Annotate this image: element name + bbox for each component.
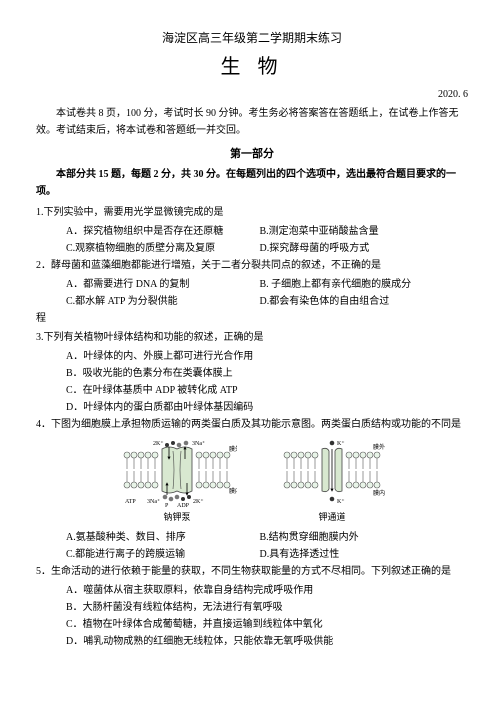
q4-figures: 2K⁺ 3Na⁺ 3Na⁺ 2K⁺ ATP ADP P 膜外 膜内 钠钾泵 <box>36 437 468 525</box>
lbl-atp: ATP <box>125 499 136 505</box>
lbl-out2: 膜外 <box>373 443 385 451</box>
lbl-k-bot: K⁺ <box>337 498 345 505</box>
lbl-2k-bot: 2K⁺ <box>193 498 204 505</box>
q3-B: B．吸收光能的色素分布在类囊体膜上 <box>51 365 468 382</box>
lbl-out1: 膜外 <box>229 445 237 453</box>
fig-pump-caption: 钠钾泵 <box>163 510 190 525</box>
q3-A: A．叶绿体的内、外膜上都可进行光合作用 <box>51 348 468 365</box>
exam-subtitle: 海淀区高三年级第二学期期末练习 <box>36 28 468 48</box>
q4-options: A.氨基酸种类、数目、排序 B.结构贯穿细胞膜内外 C.都能进行离子的跨膜运输 … <box>36 529 468 563</box>
q3-stem: 3.下列有关植物叶绿体结构和功能的叙述，正确的是 <box>36 329 468 346</box>
lbl-in1: 膜内 <box>229 487 237 495</box>
q1-B: B.测定泡菜中亚硝酸盐含量 <box>260 223 469 240</box>
fig-channel-caption: 钾通道 <box>318 510 345 525</box>
section-heading: 第一部分 <box>36 145 468 164</box>
lbl-3na-bot: 3Na⁺ <box>147 498 160 505</box>
fig-pump: 2K⁺ 3Na⁺ 3Na⁺ 2K⁺ ATP ADP P 膜外 膜内 钠钾泵 <box>117 437 237 525</box>
lbl-3na-top: 3Na⁺ <box>192 440 205 447</box>
lbl-adp: ADP <box>177 503 190 509</box>
q5-A: A．噬菌体从宿主获取原料，依靠自身结构完成呼吸作用 <box>51 582 468 599</box>
q1-options: A．探究植物组织中是否存在还原糖 B.测定泡菜中亚硝酸盐含量 C.观察植物细胞的… <box>36 223 468 257</box>
lbl-2k-top: 2K⁺ <box>153 440 164 447</box>
lbl-k-top: K⁺ <box>337 440 345 447</box>
q2-A: A．都需要进行 DNA 的复制 <box>51 276 260 293</box>
q2-C: C.都水解 ATP 为分裂供能 <box>51 293 260 310</box>
section-desc: 本部分共 15 题，每题 2 分，共 30 分。在每题列出的四个选项中，选出最符… <box>36 166 468 200</box>
q3-D: D．叶绿体内的蛋白质都由叶绿体基因编码 <box>51 399 468 416</box>
lbl-p: P <box>165 503 169 509</box>
q5-C: C．植物在叶绿体合成葡萄糖，并直接运输到线粒体中氧化 <box>51 616 468 633</box>
q4-B: B.结构贯穿细胞膜内外 <box>260 529 469 546</box>
exam-title: 生 物 <box>36 50 468 84</box>
q5-D: D．哺乳动物成熟的红细胞无线粒体，只能依靠无氧呼吸供能 <box>51 633 468 650</box>
q4-stem: 4．下图为细胞膜上承担物质运输的两类蛋白质及其功能示意图。两类蛋白质结构或功能的… <box>36 416 468 433</box>
q4-A: A.氨基酸种类、数目、排序 <box>51 529 260 546</box>
q3-options: A．叶绿体的内、外膜上都可进行光合作用 B．吸收光能的色素分布在类囊体膜上 C．… <box>36 348 468 416</box>
q2-options: A．都需要进行 DNA 的复制 B. 子细胞上都有亲代细胞的膜成分 C.都水解 … <box>36 276 468 310</box>
q1-stem: 1.下列实验中，需要用光学显微镜完成的是 <box>36 204 468 221</box>
q2-tail: 程 <box>36 310 468 327</box>
q5-options: A．噬菌体从宿主获取原料，依靠自身结构完成呼吸作用 B．大肠杆菌没有线粒体结构，… <box>36 582 468 650</box>
q1-C: C.观察植物细胞的质壁分离及复原 <box>51 240 260 257</box>
q2-stem: 2．酵母菌和蓝藻细胞都能进行增殖，关于二者分裂共同点的叙述，不正确的是 <box>36 257 468 274</box>
exam-date: 2020. 6 <box>36 86 468 103</box>
q1-D: D.探究酵母菌的呼吸方式 <box>260 240 469 257</box>
q2-B: B. 子细胞上都有亲代细胞的膜成分 <box>260 276 469 293</box>
q5-B: B．大肠杆菌没有线粒体结构，无法进行有氧呼吸 <box>51 599 468 616</box>
q2-D: D.都会有染色体的自由组合过 <box>260 293 469 310</box>
lbl-in2: 膜内 <box>373 489 385 497</box>
q3-C: C．在叶绿体基质中 ADP 被转化成 ATP <box>51 382 468 399</box>
q4-C: C.都能进行离子的跨膜运输 <box>51 546 260 563</box>
q1-A: A．探究植物组织中是否存在还原糖 <box>51 223 260 240</box>
q5-stem: 5．生命活动的进行依赖于能量的获取，不同生物获取能量的方式不尽相同。下列叙述正确… <box>36 563 468 580</box>
fig-channel: K⁺ K⁺ 膜外 膜内 钾通道 <box>277 437 387 525</box>
q4-D: D.具有选择透过性 <box>260 546 469 563</box>
intro-text: 本试卷共 8 页，100 分，考试时长 90 分钟。考生务必将答案答在答题纸上，… <box>36 105 468 139</box>
